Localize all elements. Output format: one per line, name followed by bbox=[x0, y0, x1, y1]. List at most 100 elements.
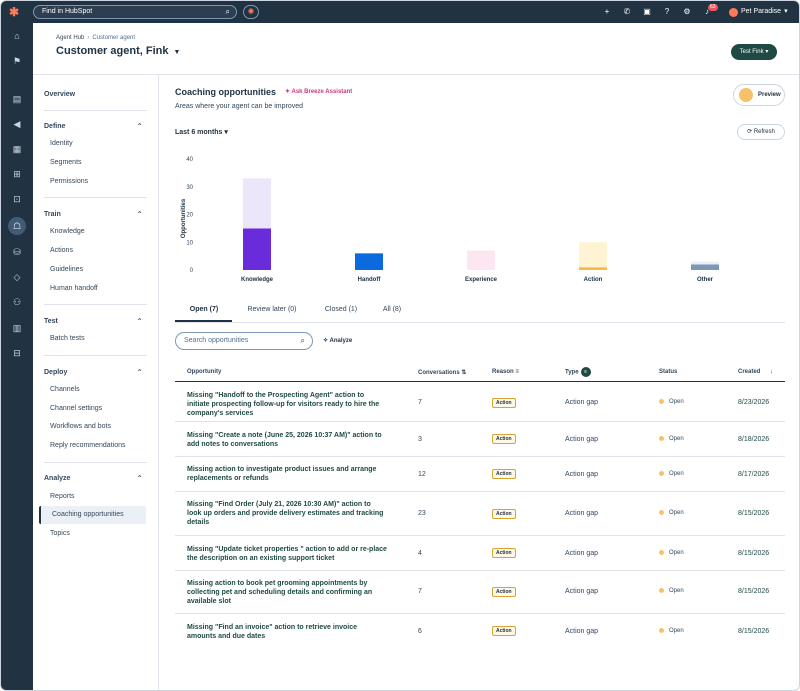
type-cell: Action gap bbox=[565, 588, 599, 595]
help-icon[interactable]: ? bbox=[664, 7, 670, 16]
home-icon[interactable]: ⌂ bbox=[14, 31, 20, 41]
x-tick-label: Experience bbox=[465, 277, 498, 283]
bar-handoff-segment-0[interactable] bbox=[355, 253, 383, 270]
nav-item-topics[interactable]: Topics bbox=[50, 530, 70, 537]
ask-breeze-link[interactable]: ✦ Ask Breeze Assistant bbox=[285, 88, 352, 95]
main-content: Coaching opportunities ✦ Ask Breeze Assi… bbox=[159, 75, 799, 690]
col-type[interactable]: Type ≡ bbox=[565, 367, 591, 377]
bar-experience-segment-1[interactable] bbox=[467, 250, 495, 270]
opportunity-link[interactable]: Missing "Handoff to the Prospecting Agen… bbox=[187, 392, 380, 417]
tab-open[interactable]: Open (7) bbox=[189, 306, 219, 313]
nav-item-human-handoff[interactable]: Human handoff bbox=[50, 285, 98, 292]
nav-overview[interactable]: Overview bbox=[44, 91, 76, 98]
automation-icon[interactable]: ◇ bbox=[13, 272, 21, 282]
nav-section-define[interactable]: Define ⌃ bbox=[44, 122, 147, 131]
bell-icon[interactable]: ♪ 63 bbox=[705, 4, 718, 16]
tab-all[interactable]: All (8) bbox=[382, 306, 402, 313]
copilot-button[interactable]: ✺ bbox=[243, 5, 259, 19]
filter-icon: ≡ bbox=[515, 369, 519, 375]
nav-item-workflows-and-bots[interactable]: Workflows and bots bbox=[50, 423, 111, 430]
nav-section-label: Train bbox=[44, 211, 61, 218]
nav-item-channels[interactable]: Channels bbox=[50, 386, 80, 393]
created-date: 8/23/2026 bbox=[738, 399, 770, 406]
commerce-icon[interactable]: ⊡ bbox=[13, 194, 21, 204]
date-range-dropdown[interactable]: Last 6 months ▾ bbox=[175, 128, 228, 136]
chevron-up-icon: ⌃ bbox=[136, 368, 143, 377]
agent-selector[interactable]: Customer agent, Fink ▼ bbox=[56, 45, 180, 57]
nav-section-analyze[interactable]: Analyze ⌃ bbox=[44, 474, 147, 483]
reason-cell: Action bbox=[492, 626, 516, 636]
nav-item-actions[interactable]: Actions bbox=[50, 247, 73, 254]
workflows-icon[interactable]: ⚇ bbox=[12, 297, 22, 307]
opportunity-link[interactable]: Missing action to book pet grooming appo… bbox=[187, 580, 373, 605]
status-label: Open bbox=[669, 471, 684, 478]
nav-section-train[interactable]: Train ⌃ bbox=[44, 210, 147, 219]
bar-action-segment-0[interactable] bbox=[579, 267, 607, 270]
data-icon[interactable]: ⛁ bbox=[13, 247, 21, 257]
nav-item-identity[interactable]: Identity bbox=[50, 140, 73, 147]
section-title: Coaching opportunities bbox=[175, 87, 276, 97]
ask-breeze-label: Ask Breeze Assistant bbox=[291, 89, 353, 95]
breadcrumb-current[interactable]: Customer agent bbox=[92, 35, 136, 41]
col-conversations[interactable]: Conversations ⇅ bbox=[418, 369, 466, 376]
nav-item-reports[interactable]: Reports bbox=[50, 493, 75, 500]
status-label: Open bbox=[669, 399, 684, 406]
nav-item-coaching-opportunities[interactable]: Coaching opportunities bbox=[39, 506, 146, 524]
tab-closed[interactable]: Closed (1) bbox=[324, 306, 358, 313]
nav-section-deploy[interactable]: Deploy ⌃ bbox=[44, 368, 147, 377]
col-created[interactable]: Created ↓ bbox=[738, 369, 773, 375]
conversations-count: 23 bbox=[418, 510, 426, 517]
nav-item-batch-tests[interactable]: Batch tests bbox=[50, 335, 85, 342]
analyze-button[interactable]: ✧ Analyze bbox=[323, 337, 352, 344]
global-search-input[interactable]: Find in HubSpot ⌕ bbox=[33, 5, 237, 19]
settings-gear-icon[interactable]: ⚙ bbox=[683, 7, 691, 16]
nav-item-guidelines[interactable]: Guidelines bbox=[50, 266, 84, 273]
crm-icon[interactable]: ▤ bbox=[12, 94, 22, 104]
bar-other-segment-0[interactable] bbox=[691, 264, 719, 270]
marketplace-icon[interactable]: ▣ bbox=[643, 7, 651, 16]
agent-hub-icon[interactable]: ☖ bbox=[8, 217, 26, 235]
created-date: 8/15/2026 bbox=[738, 550, 770, 557]
marketing-icon[interactable]: ◀ bbox=[13, 119, 21, 129]
opportunity-link[interactable]: Missing "Find an invoice" action to retr… bbox=[187, 624, 358, 640]
account-name: Pet Paradise bbox=[741, 8, 782, 15]
opportunity-search-input[interactable]: Search opportunities ⌕ bbox=[175, 332, 313, 350]
bar-knowledge-segment-1[interactable] bbox=[243, 178, 271, 229]
bar-action-segment-1[interactable] bbox=[579, 242, 607, 268]
table-row: Missing "Find an invoice" action to retr… bbox=[175, 614, 785, 650]
content-icon[interactable]: ▦ bbox=[12, 144, 22, 154]
apps-icon[interactable]: ⊟ bbox=[13, 348, 21, 358]
opportunity-link[interactable]: Missing "Update ticket properties " acti… bbox=[187, 546, 387, 562]
plus-icon[interactable]: + bbox=[604, 7, 610, 16]
table-row: Missing "Find Order (July 21, 2026 10:30… bbox=[175, 492, 785, 536]
col-reason[interactable]: Reason ≡ bbox=[492, 369, 519, 375]
hubspot-logo-icon[interactable]: ✱ bbox=[8, 5, 20, 19]
preview-button[interactable]: Preview bbox=[733, 84, 785, 106]
refresh-button[interactable]: ⟳ Refresh bbox=[737, 124, 785, 140]
breadcrumb-root[interactable]: Agent Hub bbox=[56, 35, 85, 41]
bar-knowledge-segment-0[interactable] bbox=[243, 228, 271, 270]
nav-item-reply-recommendations[interactable]: Reply recommendations bbox=[50, 442, 126, 449]
y-tick-label: 40 bbox=[186, 157, 193, 163]
nav-item-segments[interactable]: Segments bbox=[50, 159, 82, 166]
phone-icon[interactable]: ✆ bbox=[623, 7, 631, 16]
nav-item-channel-settings[interactable]: Channel settings bbox=[50, 405, 103, 412]
nav-item-permissions[interactable]: Permissions bbox=[50, 178, 89, 185]
type-cell: Action gap bbox=[565, 510, 599, 517]
col-opportunity[interactable]: Opportunity bbox=[187, 369, 222, 375]
col-status[interactable]: Status bbox=[659, 369, 678, 375]
tab-review-later[interactable]: Review later (0) bbox=[247, 306, 297, 313]
nav-item-knowledge[interactable]: Knowledge bbox=[50, 228, 85, 235]
search-icon: ⌕ bbox=[225, 7, 230, 16]
opportunity-link[interactable]: Missing action to investigate product is… bbox=[187, 466, 377, 482]
notification-badge: 63 bbox=[708, 4, 718, 11]
nav-section-test[interactable]: Test ⌃ bbox=[44, 317, 147, 326]
opportunity-link[interactable]: Missing "Create a note (June 25, 2026 10… bbox=[187, 432, 382, 448]
bar-other-segment-1[interactable] bbox=[691, 261, 719, 265]
account-menu[interactable]: Pet Paradise ▾ bbox=[729, 5, 788, 19]
reports-icon[interactable]: ▥ bbox=[12, 323, 22, 333]
opportunity-link[interactable]: Missing "Find Order (July 21, 2026 10:30… bbox=[187, 501, 384, 526]
test-agent-button[interactable]: Test Fink ▾ bbox=[731, 44, 777, 60]
bookmark-icon[interactable]: ⚑ bbox=[12, 56, 22, 66]
sales-icon[interactable]: ⊞ bbox=[13, 169, 21, 179]
